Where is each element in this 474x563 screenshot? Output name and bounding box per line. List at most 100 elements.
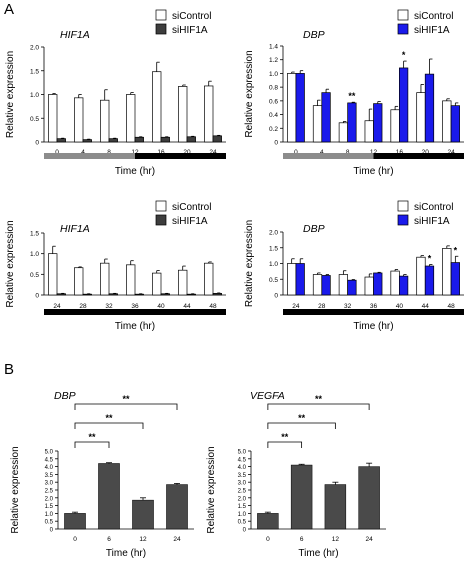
- bar-sihif1a: [160, 293, 170, 296]
- y-tick-label: 0.5: [30, 116, 39, 123]
- y-tick-label: 5.0: [45, 450, 54, 456]
- bar-sicontrol: [338, 274, 348, 296]
- bar-sihif1a: [134, 136, 144, 143]
- x-tick-label: 12: [332, 536, 340, 543]
- bar-sicontrol: [48, 253, 58, 296]
- x-axis-label: Time (hr): [106, 548, 146, 559]
- y-tick-label: 0.5: [269, 277, 278, 284]
- bar: [132, 499, 154, 530]
- significance-mark: **: [281, 432, 289, 442]
- y-tick-label: 0.6: [269, 98, 278, 105]
- x-tick-label: 20: [183, 149, 191, 156]
- bar-sihif1a: [82, 293, 92, 296]
- x-tick-label: 48: [447, 303, 455, 310]
- bar-sihif1a: [424, 265, 435, 296]
- chart-a4: 0 0.5 1.0 1.5 2.0 Relative expression Time (hr…: [244, 200, 464, 332]
- y-tick-label: 4.5: [45, 457, 54, 463]
- x-tick-label: 16: [157, 149, 165, 156]
- y-tick-label: 0.4: [269, 112, 278, 119]
- bar-sicontrol: [204, 262, 214, 296]
- bar-sicontrol: [126, 264, 136, 296]
- bar-sicontrol: [100, 262, 110, 296]
- x-axis-label: Time (hr): [353, 321, 393, 332]
- bar-sihif1a: [212, 135, 222, 143]
- x-tick-label: 28: [318, 303, 326, 310]
- y-tick-label: 1.0: [30, 251, 39, 258]
- gene-title: DBP: [303, 29, 325, 41]
- y-tick-label: 4.5: [238, 457, 247, 463]
- x-tick-label: 24: [447, 149, 455, 156]
- bar-sihif1a: [450, 262, 460, 296]
- chart-a3: 0 0.5 1.0 1.5 Relative expression Time (hr) HI…: [5, 200, 226, 332]
- bar-sihif1a: [321, 92, 331, 143]
- x-tick-label: 24: [292, 303, 300, 310]
- bar-sihif1a: [450, 105, 460, 143]
- x-tick-label: 24: [366, 536, 374, 543]
- y-tick-label: 0.5: [45, 520, 54, 526]
- panel-label-b: B: [4, 361, 14, 378]
- bar-sihif1a: [295, 263, 305, 296]
- x-tick-label: 0: [266, 536, 270, 543]
- y-tick-label: 1.0: [238, 512, 247, 518]
- y-axis-label: Relative expression: [5, 51, 16, 138]
- chart-b2: 0 0.5 1.0 1.5 2.02.5 3.0 3.5 4.0 4.55.0 Relative …: [206, 390, 386, 559]
- x-tick-label: 36: [370, 303, 378, 310]
- y-tick-label: 0: [274, 293, 278, 300]
- x-tick-label: 40: [157, 303, 165, 310]
- dark-phase-bar: [135, 153, 226, 159]
- x-tick-label: 4: [81, 149, 85, 156]
- bar-sicontrol: [390, 109, 400, 143]
- bar-sihif1a: [347, 279, 357, 296]
- light-phase-bar: [44, 153, 135, 159]
- bar-sicontrol: [442, 248, 452, 296]
- y-tick-label: 0: [274, 140, 278, 147]
- y-tick-label: 0: [35, 140, 39, 147]
- bar-sicontrol: [416, 92, 426, 143]
- bar: [98, 463, 120, 530]
- bar: [324, 484, 347, 530]
- bar-sihif1a: [108, 293, 118, 296]
- bar-sihif1a: [399, 275, 409, 296]
- y-tick-label: 1.0: [30, 92, 39, 99]
- legend-swatch-sicontrol: [155, 200, 167, 212]
- significance-mark: *: [428, 253, 432, 263]
- comparison-bracket: [267, 441, 303, 448]
- y-tick-label: 1.0: [269, 261, 278, 268]
- bar-sicontrol: [152, 71, 162, 143]
- bar: [166, 484, 188, 530]
- bar-sicontrol: [178, 86, 188, 143]
- gene-title: DBP: [303, 223, 325, 235]
- bar-sihif1a: [295, 73, 305, 143]
- bar-sihif1a: [347, 102, 357, 143]
- legend-label-sicontrol: siControl: [414, 11, 453, 22]
- legend-label-sihif1a: siHIF1A: [172, 25, 208, 36]
- bar-sihif1a: [321, 275, 331, 296]
- y-tick-label: 1.5: [30, 68, 39, 75]
- bar: [64, 513, 86, 530]
- y-tick-label: 2.0: [30, 45, 39, 52]
- gene-title: DBP: [54, 390, 76, 402]
- x-tick-label: 44: [183, 303, 191, 310]
- x-axis-label: Time (hr): [298, 548, 338, 559]
- significance-mark: **: [88, 432, 96, 442]
- significance-mark: *: [402, 50, 406, 60]
- x-tick-label: 4: [320, 149, 324, 156]
- y-axis-label: Relative expression: [5, 220, 16, 307]
- x-tick-label: 8: [107, 149, 111, 156]
- bar-sihif1a: [82, 139, 92, 143]
- comparison-bracket: [74, 403, 178, 410]
- y-tick-label: 1.2: [269, 57, 278, 64]
- bar-sihif1a: [212, 292, 222, 296]
- y-tick-label: 1.5: [30, 231, 39, 238]
- bar-sihif1a: [160, 136, 170, 143]
- y-tick-label: 0.8: [269, 85, 278, 92]
- dark-phase-bar: [283, 309, 464, 315]
- bar-sicontrol: [74, 267, 84, 296]
- significance-mark: **: [315, 394, 323, 404]
- legend-label-sicontrol: siControl: [172, 11, 211, 22]
- bar-sicontrol: [416, 256, 426, 296]
- y-axis-label: Relative expression: [244, 220, 255, 307]
- legend-label-sicontrol: siControl: [414, 202, 453, 213]
- significance-mark: **: [122, 394, 130, 404]
